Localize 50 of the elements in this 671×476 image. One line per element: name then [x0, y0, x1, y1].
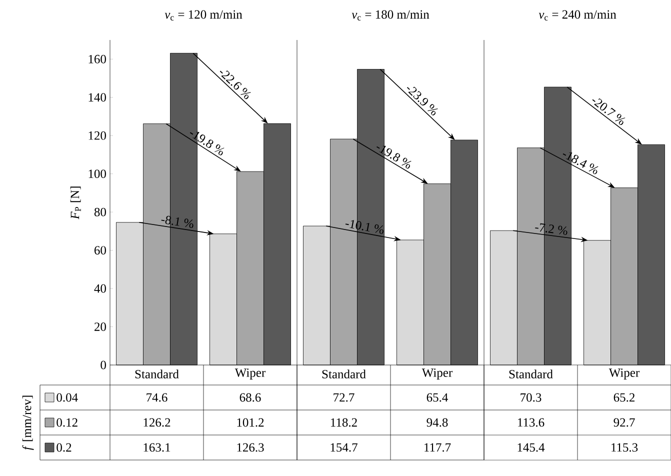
x-tick-label: Wiper	[422, 368, 453, 380]
x-tick-label: Standard	[509, 370, 553, 378]
legend-label: 0.12	[56, 418, 78, 427]
data-label: 72.7	[334, 393, 354, 402]
annotation: -20.7 %	[592, 98, 626, 125]
y-tick-label: 60	[94, 246, 106, 255]
y-tick-label: 40	[94, 284, 106, 293]
data-label: 113.6	[518, 418, 544, 427]
chart-title: v$_{c}$ = 240 m/min	[538, 10, 616, 20]
data-label: 126.3	[237, 443, 264, 452]
data-label: 126.2	[144, 418, 170, 427]
y-tick-label: 0	[100, 360, 106, 370]
x-tick-label: Standard	[322, 370, 366, 378]
annotation: -8.1 %	[161, 216, 194, 228]
y-tick-label: 20	[94, 322, 106, 331]
data-label: 154.7	[330, 443, 358, 452]
annotation: -22.6 %	[220, 70, 251, 100]
annotation: -18.4 %	[562, 152, 598, 174]
x-tick-label: Wiper	[608, 368, 640, 380]
annotation: -23.9 %	[406, 86, 438, 116]
annotation: -7.2 %	[535, 223, 568, 235]
annotation: -10.1 %	[345, 220, 384, 234]
data-label: 117.7	[424, 443, 451, 452]
data-label: 145.4	[518, 443, 545, 452]
y-axis-title: F$_{P}$ [N]	[70, 186, 81, 220]
data-label: 74.6	[146, 393, 168, 402]
legend-title: f [mm/rev]	[22, 396, 34, 450]
data-label: 70.3	[520, 393, 542, 402]
data-label: 65.2	[614, 393, 635, 402]
chart-title: v$_{c}$ = 180 m/min	[352, 10, 430, 20]
annotation: -19.8 %	[190, 132, 224, 156]
annotation: -19.8 %	[376, 146, 412, 169]
data-label: 163.1	[144, 443, 170, 452]
data-label: 92.7	[614, 418, 635, 427]
data-label: 115.3	[612, 443, 638, 452]
legend-label: 0.04	[56, 393, 78, 402]
data-label: 118.2	[331, 418, 357, 427]
data-label: 68.6	[240, 393, 261, 402]
data-label: 94.8	[426, 418, 448, 427]
y-tick-label: 80	[94, 208, 106, 216]
x-tick-label: Standard	[135, 370, 179, 378]
chart-title: v$_{c}$ = 120 m/min	[164, 10, 242, 20]
y-tick-label: 120	[88, 131, 106, 140]
data-label: 65.4	[426, 393, 448, 402]
y-tick-label: 100	[88, 170, 106, 178]
legend-label: 0.2	[56, 443, 72, 452]
x-tick-label: Wiper	[234, 368, 266, 380]
data-label: 101.2	[237, 418, 264, 427]
y-tick-label: 140	[88, 93, 106, 102]
y-tick-label: 160	[88, 54, 106, 64]
